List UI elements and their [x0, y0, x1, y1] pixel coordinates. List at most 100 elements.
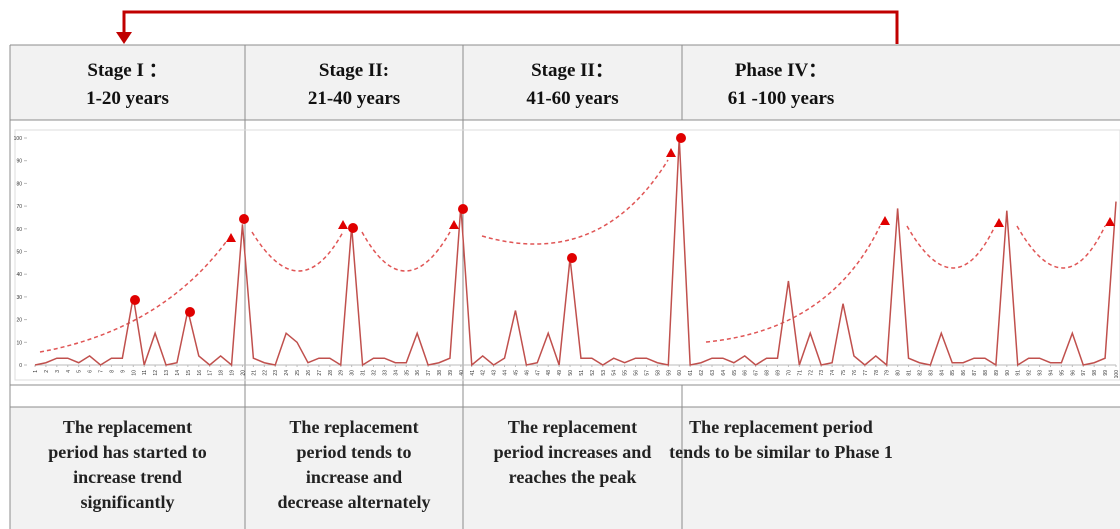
- x-tick-label: 37: [426, 370, 432, 376]
- description-line: The replacement: [289, 417, 418, 437]
- x-tick-label: 61: [688, 370, 694, 376]
- x-tick-label: 56: [634, 370, 640, 376]
- x-tick-label: 8: [109, 370, 115, 373]
- x-tick-label: 99: [1103, 370, 1109, 376]
- x-tick-label: 21: [251, 370, 257, 376]
- x-tick-label: 59: [666, 370, 672, 376]
- x-tick-label: 25: [295, 370, 301, 376]
- header-bg: [10, 45, 1120, 120]
- x-tick-label: 84: [939, 370, 945, 376]
- x-tick-label: 96: [1070, 370, 1076, 376]
- x-tick-label: 69: [776, 370, 782, 376]
- x-tick-label: 28: [328, 370, 334, 376]
- x-tick-label: 51: [579, 370, 585, 376]
- y-tick-label: 40: [16, 272, 22, 278]
- x-tick-label: 80: [896, 370, 902, 376]
- x-tick-label: 39: [448, 370, 454, 376]
- x-tick-label: 13: [164, 370, 170, 376]
- arrow-head: [116, 32, 132, 44]
- x-tick-label: 79: [885, 370, 891, 376]
- x-tick-label: 18: [219, 370, 225, 376]
- x-tick-label: 1: [33, 370, 39, 373]
- grid-frame: [9, 44, 1120, 529]
- x-tick-label: 29: [339, 370, 345, 376]
- stage-range: 1-20 years: [86, 88, 169, 109]
- stage-range: 61 -100 years: [728, 88, 835, 109]
- x-tick-label: 33: [382, 370, 388, 376]
- y-tick-label: 70: [16, 204, 22, 210]
- x-tick-label: 60: [677, 370, 683, 376]
- x-tick-label: 82: [917, 370, 923, 376]
- y-tick-label: 80: [16, 181, 22, 187]
- x-tick-label: 100: [1114, 370, 1120, 379]
- x-tick-label: 54: [612, 370, 618, 376]
- y-tick-label: 20: [16, 318, 22, 324]
- x-tick-label: 32: [371, 370, 377, 376]
- stage-title: Stage II:: [319, 60, 389, 81]
- x-tick-label: 47: [535, 370, 541, 376]
- y-tick-label: 60: [16, 227, 22, 233]
- description-line: decrease alternately: [277, 492, 430, 512]
- y-tick-label: 30: [16, 295, 22, 301]
- description-bg: [10, 407, 1120, 529]
- x-tick-label: 19: [230, 370, 236, 376]
- x-tick-label: 67: [754, 370, 760, 376]
- stage-title: Stage II：: [531, 60, 614, 81]
- x-tick-label: 20: [240, 370, 246, 376]
- x-tick-label: 43: [492, 370, 498, 376]
- x-tick-label: 3: [55, 370, 61, 373]
- x-tick-label: 9: [120, 370, 126, 373]
- description-line: The replacement: [508, 417, 637, 437]
- x-tick-label: 92: [1027, 370, 1033, 376]
- x-tick-label: 81: [907, 370, 913, 376]
- x-tick-label: 2: [44, 370, 50, 373]
- x-tick-label: 87: [972, 370, 978, 376]
- x-tick-label: 35: [404, 370, 410, 376]
- markers: [130, 133, 1115, 317]
- x-tick-label: 90: [1005, 370, 1011, 376]
- x-tick-label: 5: [77, 370, 83, 373]
- x-tick-label: 41: [470, 370, 476, 376]
- x-tick-label: 42: [481, 370, 487, 376]
- x-tick-label: 49: [557, 370, 563, 376]
- x-tick-label: 94: [1048, 370, 1054, 376]
- description-line: period tends to: [296, 442, 411, 462]
- y-tick-label: 100: [14, 136, 23, 142]
- x-tick-label: 86: [961, 370, 967, 376]
- x-tick-label: 48: [546, 370, 552, 376]
- x-tick-label: 97: [1081, 370, 1087, 376]
- description-line: period increases and: [494, 442, 652, 462]
- x-tick-label: 44: [503, 370, 509, 376]
- x-tick-label: 26: [306, 370, 312, 376]
- x-tick-label: 12: [153, 370, 159, 376]
- x-tick-label: 91: [1016, 370, 1022, 376]
- x-tick-label: 23: [273, 370, 279, 376]
- x-tick-label: 65: [732, 370, 738, 376]
- x-tick-label: 50: [568, 370, 574, 376]
- x-tick-label: 88: [983, 370, 989, 376]
- loop-arrow: [122, 10, 899, 44]
- x-tick-label: 24: [284, 370, 290, 376]
- description-line: significantly: [80, 492, 174, 512]
- x-tick-label: 46: [524, 370, 530, 376]
- y-tick-label: 90: [16, 159, 22, 165]
- x-tick-label: 89: [994, 370, 1000, 376]
- description-line: The replacement period: [689, 417, 873, 437]
- y-tick-label: 50: [16, 250, 22, 256]
- x-tick-label: 38: [437, 370, 443, 376]
- x-tick-label: 7: [99, 370, 105, 373]
- y-tick-label: 0: [19, 363, 22, 369]
- stage-title: Phase IV：: [735, 60, 827, 81]
- x-tick-label: 11: [142, 370, 148, 375]
- x-tick-label: 93: [1038, 370, 1044, 376]
- x-tick-label: 34: [393, 370, 399, 376]
- x-tick-label: 45: [513, 370, 519, 376]
- x-tick-label: 64: [721, 370, 727, 376]
- x-tick-label: 78: [874, 370, 880, 376]
- trend-curves: [39, 159, 1106, 353]
- x-tick-label: 55: [623, 370, 629, 376]
- x-tick-label: 68: [765, 370, 771, 376]
- x-tick-label: 58: [655, 370, 661, 376]
- x-tick-label: 40: [459, 370, 465, 376]
- x-tick-label: 76: [852, 370, 858, 376]
